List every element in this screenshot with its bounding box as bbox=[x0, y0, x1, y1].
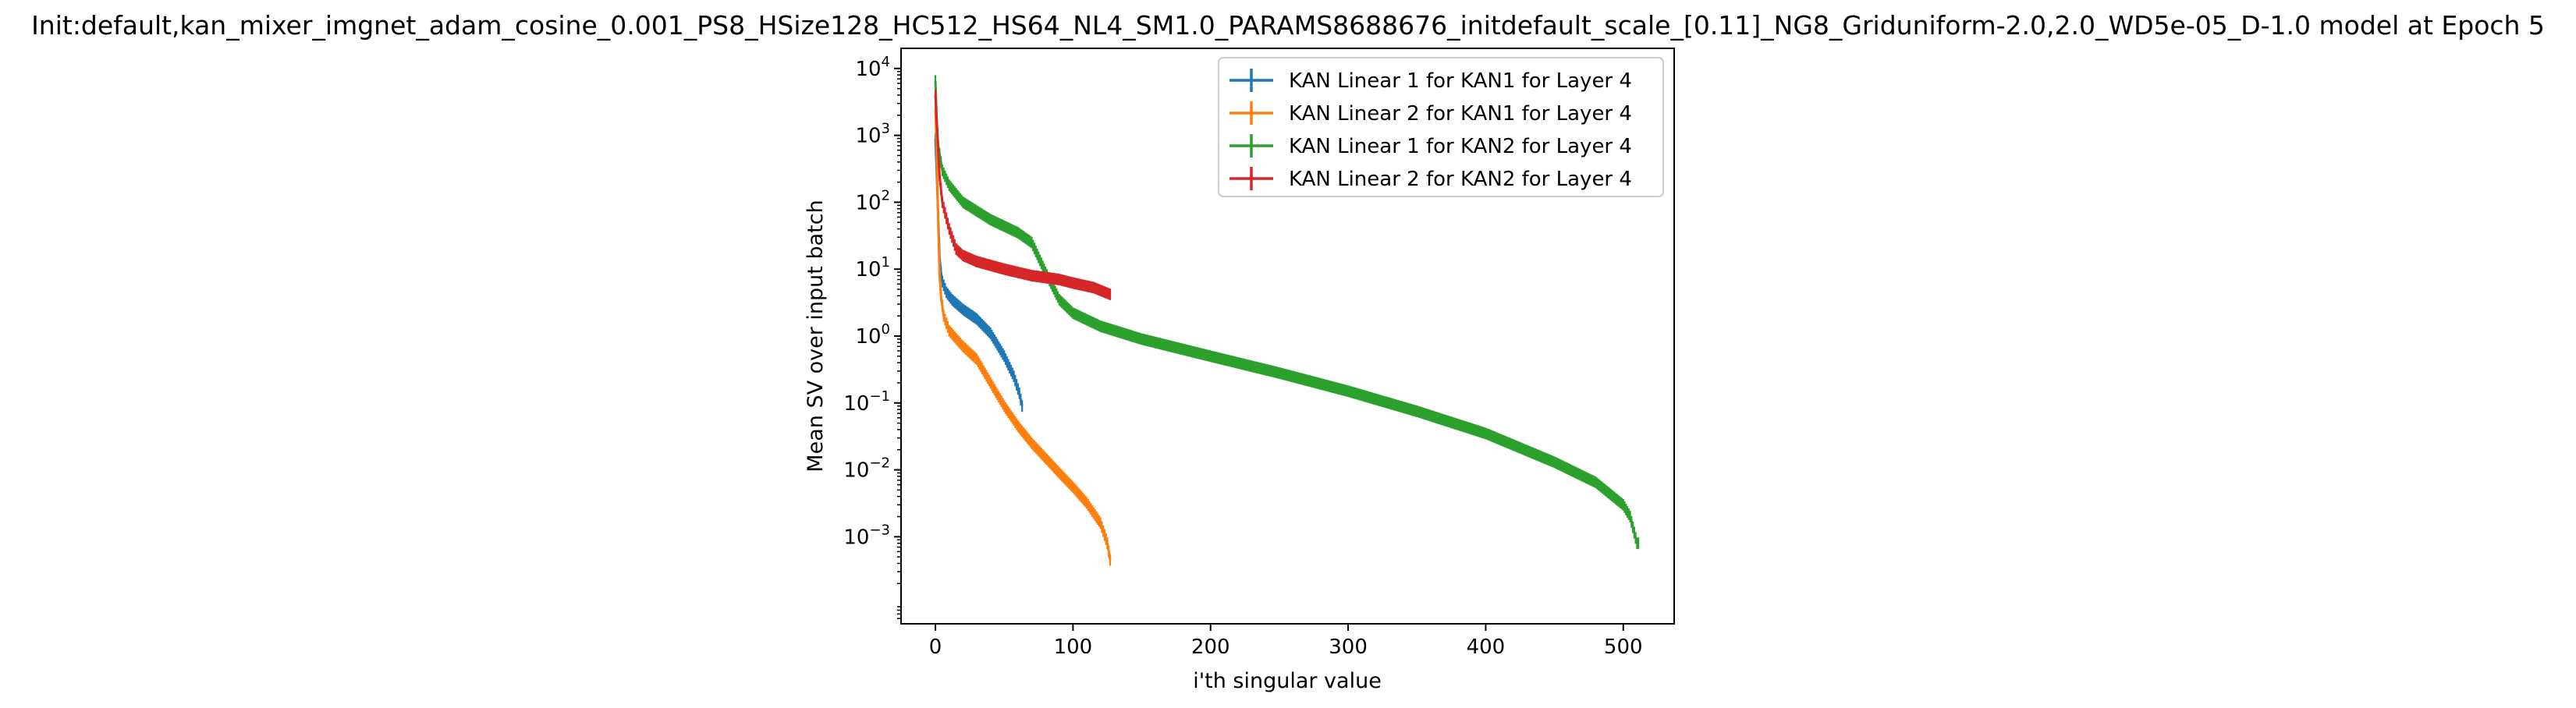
legend-item: KAN Linear 2 for KAN2 for Layer 4 bbox=[1229, 167, 1632, 191]
series-line bbox=[934, 80, 1639, 545]
x-tick-label: 100 bbox=[1054, 635, 1093, 659]
y-tick-label: 10−1 bbox=[843, 388, 890, 416]
x-tick-label: 300 bbox=[1329, 635, 1368, 659]
legend-item: KAN Linear 1 for KAN1 for Layer 4 bbox=[1229, 69, 1632, 93]
y-tick-label: 100 bbox=[855, 321, 890, 349]
y-tick-label: 101 bbox=[855, 254, 890, 281]
y-tick-label: 102 bbox=[855, 187, 890, 214]
series-line bbox=[934, 138, 1024, 407]
x-tick-label: 200 bbox=[1191, 635, 1230, 659]
x-tick-label: 500 bbox=[1604, 635, 1643, 659]
legend: KAN Linear 1 for KAN1 for Layer 4 KAN Lin… bbox=[1218, 57, 1664, 197]
legend-label: KAN Linear 1 for KAN2 for Layer 4 bbox=[1289, 135, 1632, 158]
y-axis-label: Mean SV over input batch bbox=[804, 200, 828, 472]
legend-label: KAN Linear 2 for KAN1 for Layer 4 bbox=[1289, 102, 1632, 126]
series-layer bbox=[934, 75, 1640, 566]
y-axis: 104 103 102 101 100 10−1 10−2 10−3 bbox=[843, 54, 901, 619]
series-line bbox=[934, 94, 1111, 296]
x-tick-label: 0 bbox=[929, 635, 942, 659]
legend-item: KAN Linear 2 for KAN1 for Layer 4 bbox=[1229, 101, 1632, 126]
series-2 bbox=[934, 103, 1112, 566]
y-tick-label: 104 bbox=[855, 54, 890, 81]
y-tick-label: 10−2 bbox=[843, 455, 890, 483]
y-tick-label: 10−3 bbox=[843, 522, 890, 549]
legend-frame bbox=[1218, 57, 1664, 197]
x-axis: 0 100 200 300 400 500 bbox=[929, 624, 1643, 659]
x-tick-label: 400 bbox=[1467, 635, 1506, 659]
legend-label: KAN Linear 2 for KAN2 for Layer 4 bbox=[1289, 168, 1632, 191]
legend-item: KAN Linear 1 for KAN2 for Layer 4 bbox=[1229, 134, 1632, 158]
series-4 bbox=[934, 89, 1112, 300]
legend-label: KAN Linear 1 for KAN1 for Layer 4 bbox=[1289, 69, 1632, 93]
y-tick-label: 103 bbox=[855, 121, 890, 148]
series-line bbox=[934, 108, 1112, 561]
x-axis-label: i'th singular value bbox=[1193, 669, 1382, 693]
chart-title: Init:default,kan_mixer_imgnet_adam_cosin… bbox=[31, 10, 2545, 41]
